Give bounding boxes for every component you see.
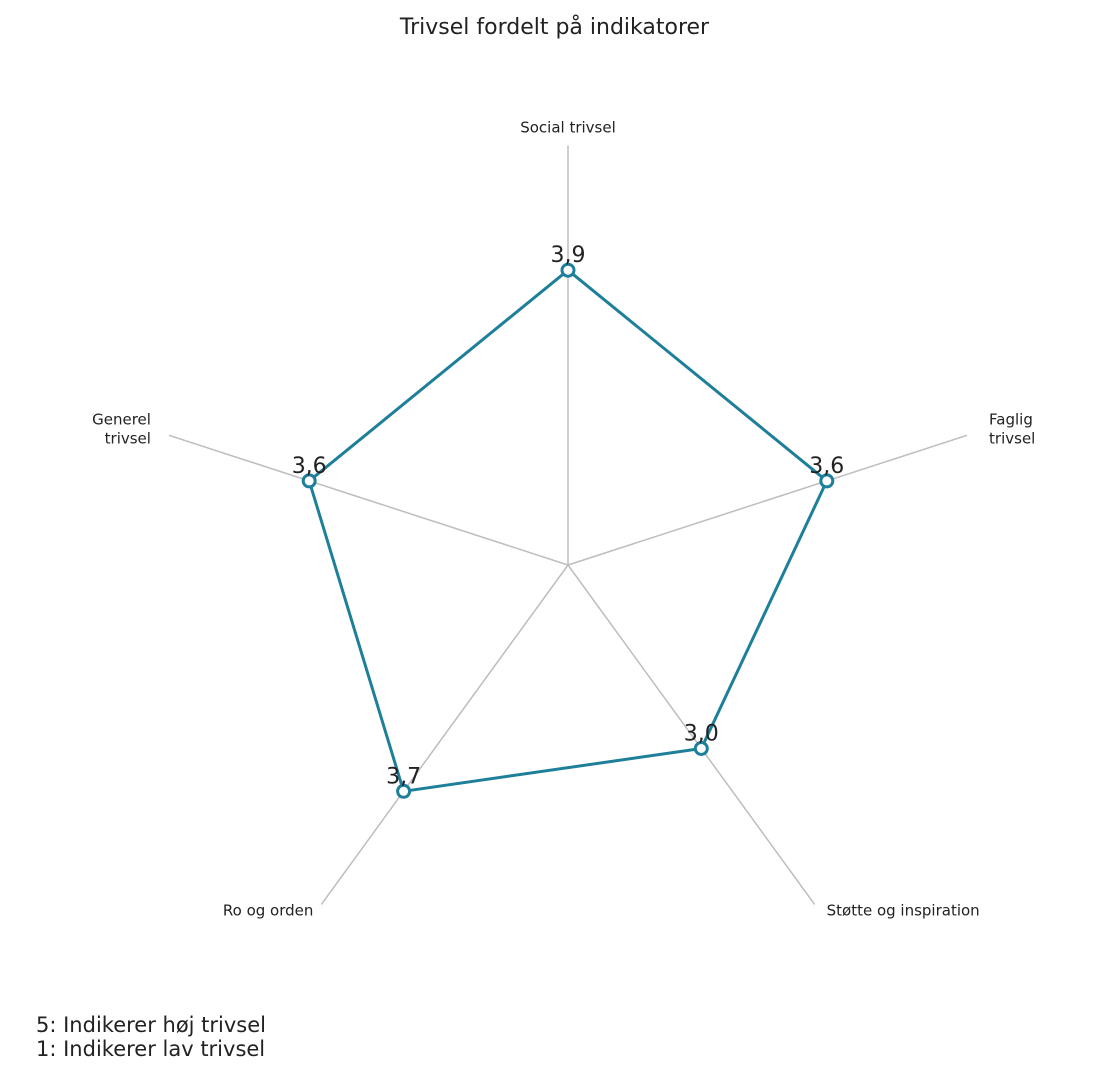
labels-layer: Social trivsel Faglig trivsel Støtte og ins… xyxy=(92,118,1035,919)
value-label-faglig-trivsel: 3,6 xyxy=(809,454,844,479)
value-label-generel-trivsel: 3,6 xyxy=(292,454,327,479)
series-line xyxy=(307,268,829,793)
axis-label-social-trivsel: Social trivsel xyxy=(520,118,616,136)
axis-label-faglig-trivsel: Faglig trivsel xyxy=(989,410,1035,447)
data-point-social-trivsel[interactable] xyxy=(560,262,576,278)
series-layer xyxy=(301,262,835,799)
axis-label-stotte-og-inspiration: Støtte og inspiration xyxy=(827,901,980,919)
value-label-stotte-og-inspiration: 3,0 xyxy=(684,722,719,747)
axis-label-ro-og-orden: Ro og orden xyxy=(223,901,314,919)
data-point-ro-og-orden[interactable] xyxy=(396,783,412,799)
radar-chart: Social trivsel Faglig trivsel Støtte og ins… xyxy=(92,118,1035,919)
scale-note-high: 5: Indikerer høj trivsel xyxy=(36,1013,267,1037)
value-label-social-trivsel: 3,9 xyxy=(551,243,586,268)
data-point-faglig-trivsel[interactable] xyxy=(819,473,835,489)
value-label-ro-og-orden: 3,7 xyxy=(386,764,421,789)
axis-line-generel-trivsel xyxy=(168,434,569,566)
scale-notes: 5: Indikerer høj trivsel 1: Indikerer la… xyxy=(36,1013,266,1061)
axis-line-faglig-trivsel xyxy=(567,434,968,566)
data-point-generel-trivsel[interactable] xyxy=(301,473,317,489)
chart-title: Trivsel fordelt på indikatorer xyxy=(399,15,710,40)
axis-line-ro-og-orden xyxy=(320,564,569,905)
scale-note-low: 1: Indikerer lav trivsel xyxy=(36,1037,266,1061)
axis-label-generel-trivsel: Generel trivsel xyxy=(92,410,151,447)
axes-layer xyxy=(168,145,968,905)
data-point-stotte-og-inspiration[interactable] xyxy=(693,741,709,756)
axis-line-stotte-og-inspiration xyxy=(567,564,816,905)
